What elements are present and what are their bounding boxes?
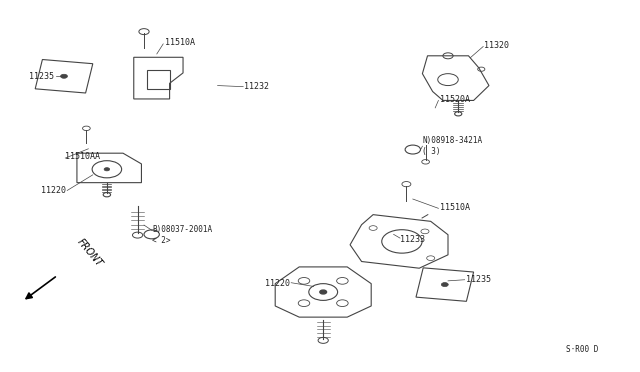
Text: 11320: 11320 xyxy=(484,41,509,50)
Text: 11510A: 11510A xyxy=(440,203,470,212)
Text: 11235: 11235 xyxy=(29,72,54,81)
Text: 11233: 11233 xyxy=(400,235,425,244)
Text: 11510AA: 11510AA xyxy=(65,153,100,161)
Circle shape xyxy=(320,290,326,294)
Text: 11232: 11232 xyxy=(244,82,269,91)
Text: S·R00 D: S·R00 D xyxy=(566,345,598,354)
Text: N)08918-3421A
( 3): N)08918-3421A ( 3) xyxy=(422,137,483,156)
Text: B)08037-2001A
< 2>: B)08037-2001A < 2> xyxy=(152,225,212,245)
Circle shape xyxy=(104,168,109,171)
Circle shape xyxy=(442,283,448,286)
Text: FRONT: FRONT xyxy=(75,237,104,269)
Text: 11520A: 11520A xyxy=(440,95,470,104)
Text: 11220: 11220 xyxy=(41,186,66,195)
Text: 11220: 11220 xyxy=(265,279,290,288)
Text: 11235: 11235 xyxy=(466,275,491,284)
Text: 11510A: 11510A xyxy=(165,38,195,46)
Circle shape xyxy=(61,74,67,78)
